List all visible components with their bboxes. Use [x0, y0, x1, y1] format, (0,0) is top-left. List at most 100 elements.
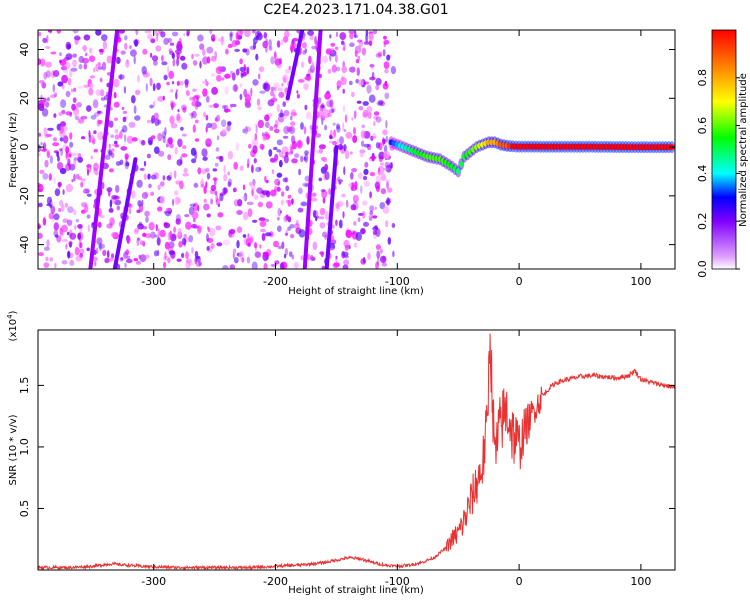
- noise-speckle: [156, 237, 161, 246]
- noise-speckle: [202, 88, 208, 97]
- noise-speckle: [54, 234, 59, 238]
- noise-speckle: [121, 106, 125, 110]
- noise-speckle: [157, 184, 161, 191]
- noise-speckle: [276, 149, 282, 153]
- noise-speckle: [232, 84, 239, 92]
- noise-speckle: [223, 187, 228, 194]
- noise-speckle: [65, 53, 73, 60]
- noise-speckle: [291, 158, 298, 164]
- noise-speckle: [357, 55, 361, 61]
- noise-speckle: [64, 202, 69, 208]
- noise-speckle: [93, 148, 99, 153]
- noise-speckle: [78, 63, 83, 70]
- noise-speckle: [310, 197, 318, 202]
- noise-speckle: [264, 114, 270, 122]
- noise-speckle: [373, 111, 380, 116]
- noise-speckle: [179, 180, 184, 190]
- noise-speckle: [363, 41, 370, 45]
- noise-speckle: [247, 158, 250, 167]
- noise-speckle: [268, 39, 272, 48]
- noise-speckle: [362, 101, 369, 106]
- noise-speckle: [175, 91, 178, 100]
- noise-speckle: [159, 229, 166, 238]
- noise-speckle: [141, 66, 147, 75]
- noise-speckle: [45, 61, 52, 68]
- noise-speckle: [376, 250, 381, 259]
- snr-frame: [37, 329, 676, 571]
- colorbar-tick-label: 0.4: [696, 165, 709, 183]
- noise-speckle: [215, 147, 220, 152]
- noise-speckle: [86, 214, 91, 219]
- noise-speckle: [185, 90, 190, 97]
- noise-speckle: [83, 84, 89, 88]
- noise-speckle: [194, 151, 198, 160]
- noise-speckle: [39, 169, 45, 175]
- snr-x-tick-label: 0: [516, 575, 523, 588]
- noise-speckle: [248, 235, 254, 245]
- noise-speckle: [281, 191, 285, 197]
- noise-speckle: [178, 81, 184, 86]
- noise-speckle: [108, 208, 114, 213]
- noise-speckle: [134, 39, 139, 47]
- noise-speckle: [164, 127, 167, 136]
- noise-speckle: [90, 155, 93, 160]
- noise-speckle: [356, 100, 362, 104]
- noise-speckle: [283, 110, 290, 117]
- noise-speckle: [383, 167, 389, 171]
- noise-speckle: [258, 167, 262, 171]
- noise-speckle: [169, 42, 175, 46]
- noise-speckle: [149, 104, 154, 109]
- noise-speckle: [309, 34, 314, 41]
- noise-speckle: [115, 56, 121, 64]
- noise-speckle: [161, 55, 164, 62]
- noise-speckle: [390, 66, 397, 75]
- noise-speckle: [273, 124, 278, 129]
- noise-speckle: [169, 143, 174, 149]
- noise-speckle: [66, 219, 73, 226]
- noise-speckle: [322, 231, 328, 238]
- noise-speckle: [71, 152, 78, 157]
- noise-speckle: [354, 30, 357, 38]
- noise-speckle: [366, 106, 373, 113]
- noise-speckle: [253, 158, 257, 164]
- noise-speckle: [279, 262, 285, 269]
- noise-speckle: [322, 197, 326, 204]
- noise-speckle: [65, 90, 71, 98]
- noise-speckle: [48, 212, 55, 220]
- noise-speckle: [355, 59, 360, 64]
- noise-speckle: [73, 209, 77, 216]
- noise-speckle: [75, 255, 83, 262]
- noise-speckle: [43, 97, 47, 103]
- noise-speckle: [276, 103, 280, 113]
- noise-speckle: [381, 262, 388, 267]
- noise-speckle: [192, 88, 197, 92]
- snr-panel: -300 -200 -100 0 100 0.5 1.0 1.5 Height of str…: [6, 310, 676, 596]
- noise-speckle: [232, 252, 235, 259]
- noise-speckle: [262, 82, 268, 90]
- noise-speckle: [249, 45, 256, 51]
- snr-x-tick-label: -300: [141, 575, 166, 588]
- noise-speckle: [152, 60, 158, 66]
- noise-speckle: [151, 115, 156, 124]
- noise-speckle: [38, 152, 41, 157]
- noise-speckle: [64, 61, 71, 70]
- noise-speckle: [165, 207, 172, 212]
- noise-speckle: [362, 111, 368, 119]
- noise-speckle: [257, 106, 262, 111]
- noise-speckle: [77, 118, 85, 124]
- noise-speckle: [353, 126, 356, 135]
- noise-speckle: [361, 124, 366, 129]
- noise-speckle: [262, 190, 269, 196]
- noise-speckle: [311, 61, 315, 70]
- noise-speckle: [247, 208, 253, 218]
- noise-speckle: [203, 198, 207, 203]
- noise-speckle: [38, 132, 41, 137]
- noise-speckle: [364, 161, 369, 168]
- noise-speckle: [206, 233, 209, 242]
- noise-speckle: [90, 114, 97, 120]
- noise-speckle: [191, 110, 197, 119]
- noise-speckle: [351, 117, 354, 121]
- noise-speckle: [383, 42, 387, 47]
- spectrogram-y-tick-label: -40: [18, 236, 31, 254]
